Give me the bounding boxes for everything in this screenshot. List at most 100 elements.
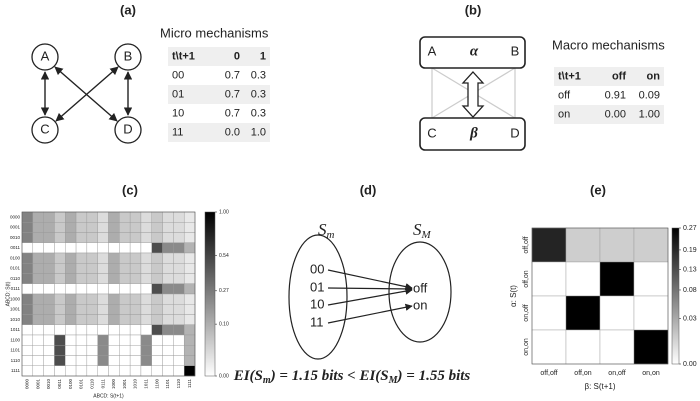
set-ellipse — [388, 241, 452, 343]
heatmap-cell — [32, 263, 44, 274]
heatmap-cell — [173, 273, 185, 284]
x-tick-label: 1101 — [165, 379, 170, 389]
heatmap-cell — [86, 211, 98, 223]
heatmap-cell — [108, 345, 120, 356]
heatmap-cell — [86, 334, 98, 346]
heatmap-cell — [97, 232, 109, 243]
micro-table: t\t+1 0 100 0.7 0.301 0.7 0.310 0.7 0.311 0.0 1.0 — [168, 47, 270, 142]
heatmap-cell — [129, 252, 142, 264]
x-tick-label: on,on — [642, 370, 660, 377]
heatmap-cell — [565, 261, 601, 297]
heatmap-cell — [54, 222, 66, 233]
heatmap-cell — [21, 293, 34, 305]
y-tick-label: 1111 — [11, 368, 21, 373]
heatmap-cell — [119, 304, 131, 315]
x-axis-label: ABCD: S(t+1) — [93, 393, 124, 399]
heatmap-cell — [97, 222, 109, 233]
table-cell: 0.00 — [605, 108, 626, 120]
y-axis-label: α: S(t) — [509, 285, 518, 307]
colorbar-tick-label: 0.27 — [683, 225, 697, 232]
heatmap-cell — [108, 293, 120, 305]
table-header: off — [612, 70, 626, 82]
heatmap-cell — [151, 222, 163, 233]
heatmap-cell — [75, 242, 88, 254]
heatmap-cell — [86, 283, 98, 295]
heatmap-cell — [32, 232, 44, 243]
y-tick-label: 1010 — [10, 317, 21, 322]
y-tick-label: 0100 — [10, 255, 21, 260]
heatmap-cell — [129, 293, 142, 305]
y-tick-label: 1110 — [11, 358, 21, 363]
heatmap-cell — [151, 345, 163, 356]
heatmap-cell — [151, 365, 163, 377]
heatmap-cell — [151, 211, 163, 223]
heatmap-cell — [151, 263, 163, 274]
heatmap-cell — [97, 283, 109, 295]
heatmap-cell — [173, 355, 185, 366]
node — [114, 43, 142, 71]
heatmap-cell — [86, 252, 98, 264]
heatmap-cell — [119, 273, 131, 284]
y-tick-label: 1011 — [10, 327, 20, 332]
heatmap-cell — [173, 222, 185, 233]
heatmap-cell — [54, 283, 66, 295]
heatmap-cell — [119, 211, 131, 223]
eq-sub: M — [388, 375, 399, 386]
table-cell: 0.7 — [225, 107, 240, 119]
heatmap-cell — [183, 263, 196, 274]
x-tick-label: 0110 — [89, 379, 94, 389]
heatmap-cell — [129, 242, 142, 254]
state-label: off — [413, 280, 428, 295]
heatmap-cell — [599, 329, 635, 365]
heatmap-cell — [65, 211, 77, 223]
heatmap-cell — [108, 314, 120, 325]
heatmap-cell — [43, 355, 55, 366]
table-row-bg — [554, 105, 664, 124]
heatmap-cell — [599, 227, 635, 263]
heatmap-cell — [65, 334, 77, 346]
heatmap-cell — [75, 283, 88, 295]
heatmap-cell — [43, 365, 55, 377]
heatmap-cell — [21, 283, 34, 295]
table-header: 0 — [234, 50, 240, 62]
table-row-bg — [168, 47, 270, 66]
heatmap-cell — [119, 252, 131, 264]
y-tick-label: on,off — [523, 304, 530, 321]
y-tick-label: 0111 — [11, 286, 21, 291]
node-label: B — [511, 43, 520, 58]
heatmap-cell — [119, 242, 131, 254]
node — [31, 116, 59, 144]
heatmap-cell — [162, 242, 174, 254]
heatmap-cell — [151, 232, 163, 243]
heatmap-cell — [21, 334, 34, 346]
heatmap-cell — [129, 263, 142, 274]
set-ellipse — [288, 234, 348, 360]
table-row-bg — [168, 85, 270, 104]
heatmap-cell — [75, 232, 88, 243]
x-axis-label: β: S(t+1) — [584, 382, 615, 391]
heatmap-cell — [140, 242, 152, 254]
heatmap-cell — [531, 329, 567, 365]
heatmap-cell — [151, 242, 163, 254]
heatmap-cell — [162, 263, 174, 274]
y-tick-label: 0001 — [10, 225, 21, 230]
x-tick-label: 1010 — [133, 379, 138, 390]
heatmap-cell — [183, 365, 196, 377]
heatmap-cell — [140, 304, 152, 315]
heatmap-cell — [129, 365, 142, 377]
x-tick-label: 0010 — [46, 379, 51, 390]
heatmap-cell — [65, 263, 77, 274]
heatmap-cell — [43, 211, 55, 223]
colorbar-tick-label: 0.10 — [219, 321, 229, 327]
heatmap-cell — [21, 304, 34, 315]
macro-table: t\t+1 off on off 0.91 0.09 on 0.00 1.00 — [554, 67, 664, 124]
heatmap-cell — [108, 242, 120, 254]
heatmap-cell — [54, 252, 66, 264]
group-label: β — [469, 125, 478, 141]
heatmap-cell — [65, 242, 77, 254]
heatmap-cell — [173, 365, 185, 377]
heatmap-cell — [183, 242, 196, 254]
heatmap-cell — [129, 211, 142, 223]
table-cell: 01 — [172, 88, 184, 100]
x-tick-label: off,off — [540, 370, 557, 377]
